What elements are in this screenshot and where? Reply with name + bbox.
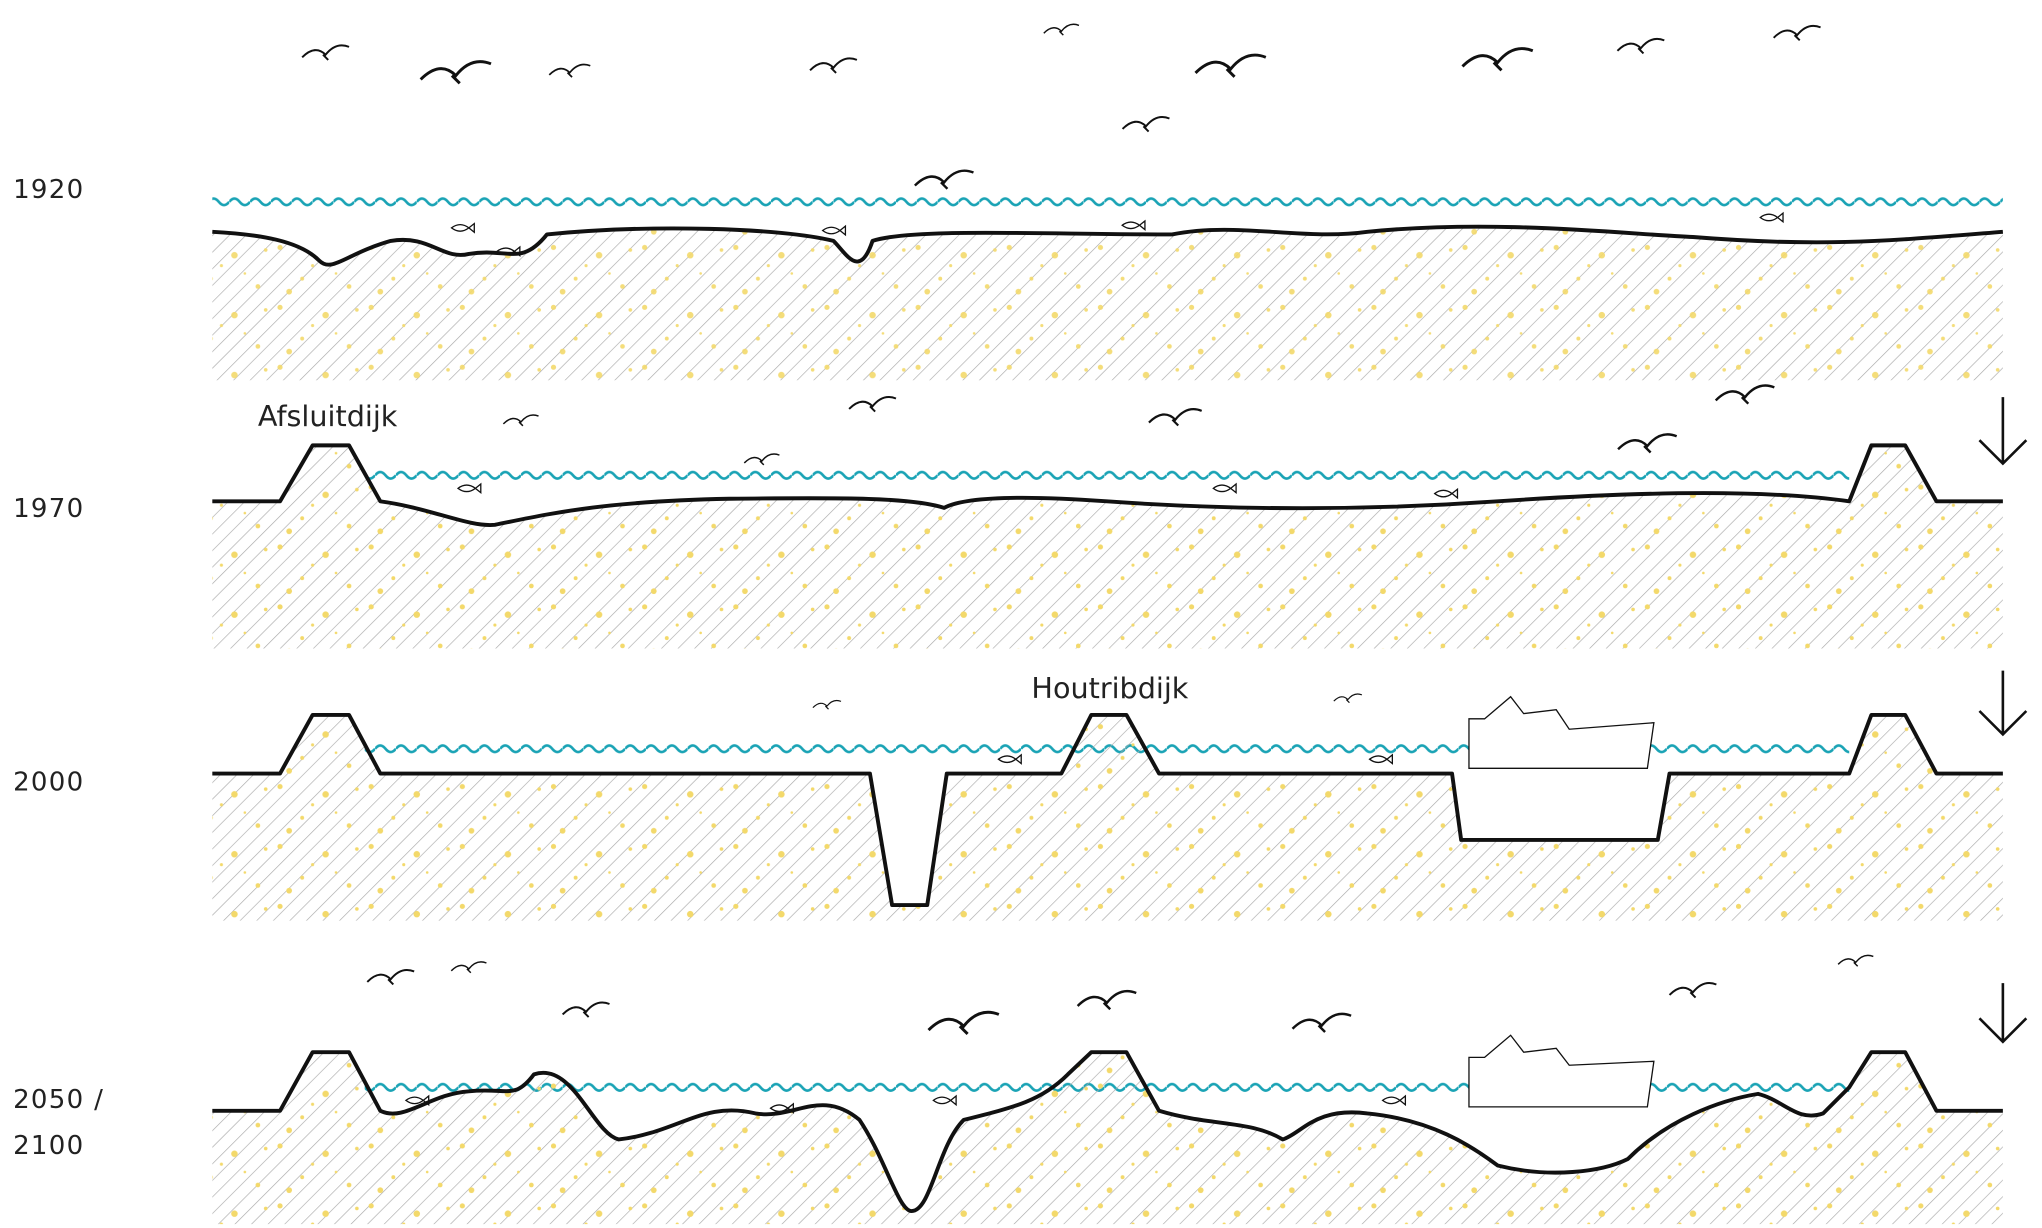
sand [212,227,2003,381]
year: 2000 [13,767,84,797]
ship [1469,697,1654,769]
panel-2050: 2050 / 2100 [13,983,2026,1224]
year: 2100 [13,1131,84,1161]
water [365,469,1850,482]
panel-2000: 2000 Houtribdijk [13,671,2026,921]
water [212,195,2003,208]
sand [212,1052,2003,1224]
arrow [1979,983,2026,1042]
arrow [1979,671,2026,735]
ship [1469,1035,1654,1107]
arrow [1979,397,2026,463]
dike-label: Houtribdijk [1031,671,1188,705]
year: 1970 [13,494,84,524]
diagram: 1920 1970 Afsluitdijk 2000 Houtribdijk 2… [0,0,2042,1228]
panel-1920: 1920 [13,175,2003,380]
panel-1970: 1970 Afsluitdijk [13,397,2026,648]
year: 1920 [13,175,84,205]
year: 2050 / [13,1085,104,1115]
dike-label: Afsluitdijk [258,399,398,433]
